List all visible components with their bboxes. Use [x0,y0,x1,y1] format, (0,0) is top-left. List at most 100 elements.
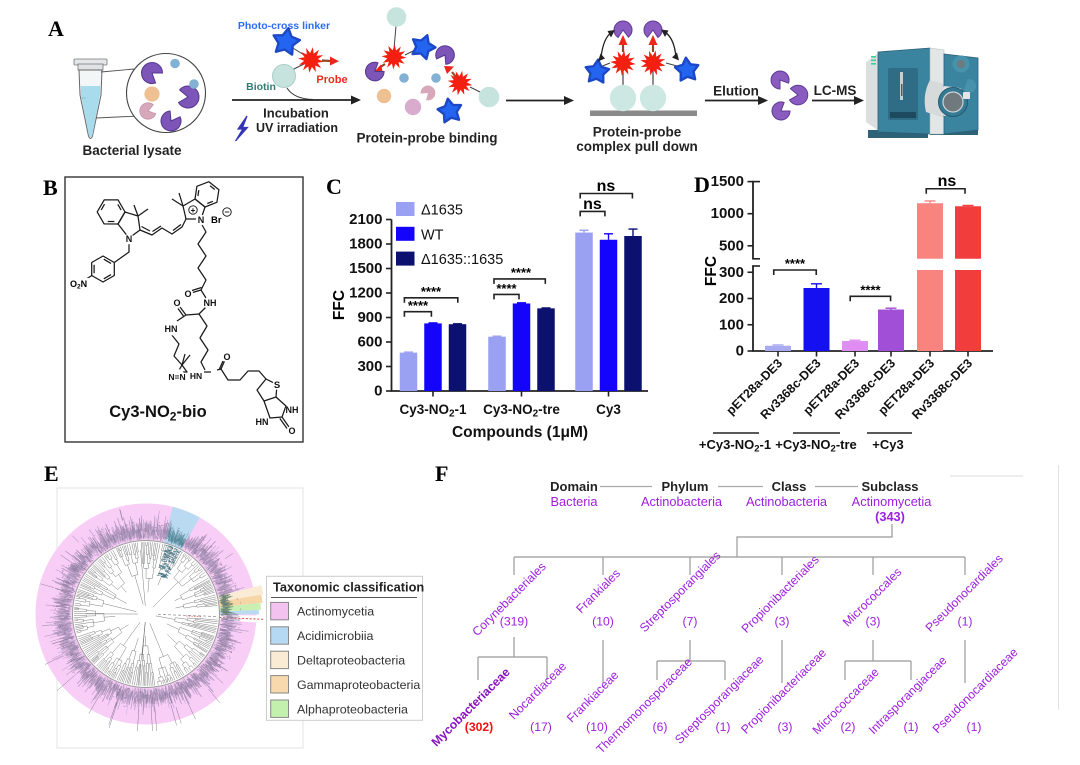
svg-text:****: **** [785,256,806,271]
svg-text:Frankiales: Frankiales [573,566,623,616]
svg-text:D: D [694,172,710,197]
svg-text:+Cy3: +Cy3 [872,437,903,452]
svg-text:Actinobacteria: Actinobacteria [746,494,828,509]
svg-text:LC-MS: LC-MS [814,83,857,98]
svg-text:****: **** [421,284,442,299]
svg-text:Cy3: Cy3 [596,402,621,417]
svg-text:HN: HN [256,417,269,427]
svg-text:2100: 2100 [349,211,382,228]
svg-text:(10): (10) [592,615,614,629]
svg-text:N: N [126,234,133,244]
svg-text:HN: HN [165,324,178,334]
svg-text:Phylum: Phylum [662,479,709,494]
svg-text:Nocardiaceae: Nocardiaceae [506,659,569,722]
svg-text:Elution: Elution [713,84,759,99]
svg-text:S: S [274,380,280,391]
svg-text:ns: ns [938,173,957,190]
svg-text:N=N: N=N [168,372,185,382]
svg-text:FFC: FFC [703,256,720,286]
svg-text:1000: 1000 [711,205,744,222]
svg-text:Probe: Probe [316,74,347,86]
svg-text:Δ1635::1635: Δ1635::1635 [421,252,503,268]
svg-text:Deltaproteobacteria: Deltaproteobacteria [297,654,405,668]
svg-text:Actinobacteria: Actinobacteria [641,494,723,509]
svg-text:Bacterial lysate: Bacterial lysate [82,143,182,158]
svg-text:(3): (3) [866,615,881,629]
svg-text:C: C [326,174,342,199]
svg-text:(343): (343) [875,509,905,524]
svg-text:(17): (17) [530,720,552,734]
svg-text:F: F [435,461,448,486]
svg-text:B: B [43,175,58,200]
svg-text:UV irradiation: UV irradiation [256,121,338,135]
svg-text:Bacteria: Bacteria [551,494,599,509]
svg-text:O: O [223,352,230,362]
svg-text:Photo-cross linker: Photo-cross linker [238,20,330,32]
svg-text:N: N [198,215,205,225]
svg-text:Br: Br [211,215,222,226]
svg-text:Compounds (1μM): Compounds (1μM) [452,424,588,441]
svg-text:Incubation: Incubation [263,106,329,121]
svg-text:600: 600 [357,334,382,351]
svg-text:+Cy3-NO2-tre: +Cy3-NO2-tre [775,437,857,455]
svg-text:****: **** [860,283,881,298]
svg-text:O: O [288,426,295,436]
svg-text:(6): (6) [653,720,668,734]
svg-text:Acidimicrobiia: Acidimicrobiia [297,629,374,643]
svg-text:(2): (2) [841,720,856,734]
svg-text:Class: Class [772,479,807,494]
svg-text:O: O [184,289,191,299]
svg-text:200: 200 [719,290,744,307]
svg-text:0: 0 [736,343,744,360]
svg-text:(3): (3) [778,720,793,734]
svg-text:ns: ns [597,178,616,195]
svg-text:(7): (7) [683,615,698,629]
svg-text:E: E [44,461,59,486]
svg-text:Domain: Domain [550,479,598,494]
svg-text:NH: NH [286,405,299,415]
svg-text:NH: NH [204,298,217,308]
svg-text:Actinomycetia: Actinomycetia [297,605,374,619]
svg-text:Gammaproteobacteria: Gammaproteobacteria [297,678,420,692]
svg-text:(302): (302) [465,720,493,734]
svg-text:(1): (1) [958,615,973,629]
svg-text:(1): (1) [904,720,919,734]
svg-text:WT: WT [421,227,444,243]
svg-text:Mycobacteriaceae: Mycobacteriaceae [429,665,513,749]
svg-text:O: O [173,298,180,308]
svg-text:****: **** [408,298,429,313]
svg-text:Δ1635: Δ1635 [421,203,463,219]
svg-text:****: **** [496,281,517,296]
svg-text:0: 0 [374,383,382,400]
svg-text:Protein-probe: Protein-probe [593,125,682,140]
svg-text:1800: 1800 [349,236,382,253]
svg-text:(3): (3) [775,615,790,629]
svg-text:1200: 1200 [349,285,382,302]
svg-text:+Cy3-NO2-1: +Cy3-NO2-1 [699,437,771,455]
svg-text:500: 500 [719,237,744,254]
svg-text:A: A [48,16,64,41]
svg-text:O2N: O2N [70,279,87,291]
svg-text:Alphaproteobacteria: Alphaproteobacteria [297,702,408,716]
svg-text:(10): (10) [586,720,608,734]
svg-text:HN: HN [190,371,202,381]
svg-text:complex pull down: complex pull down [576,139,698,154]
svg-text:FFC: FFC [331,290,348,320]
svg-text:Actinomycetia: Actinomycetia [852,494,933,509]
svg-text:1500: 1500 [711,173,744,190]
svg-text:Frankiaceae: Frankiaceae [564,668,621,725]
svg-text:(319): (319) [500,615,528,629]
svg-text:300: 300 [719,264,744,281]
svg-text:Cy3-NO2-tre: Cy3-NO2-tre [483,402,560,420]
svg-text:100: 100 [719,316,744,333]
svg-text:(1): (1) [716,720,731,734]
svg-text:(1): (1) [967,720,982,734]
svg-text:900: 900 [357,309,382,326]
svg-text:1500: 1500 [349,260,382,277]
svg-text:ns: ns [583,196,602,213]
svg-text:Biotin: Biotin [246,81,276,93]
svg-text:Subclass: Subclass [861,479,918,494]
svg-text:+: + [191,206,196,215]
svg-text:Cy3-NO2-bio: Cy3-NO2-bio [109,403,206,424]
svg-text:Streptosporangiales: Streptosporangiales [637,548,724,635]
